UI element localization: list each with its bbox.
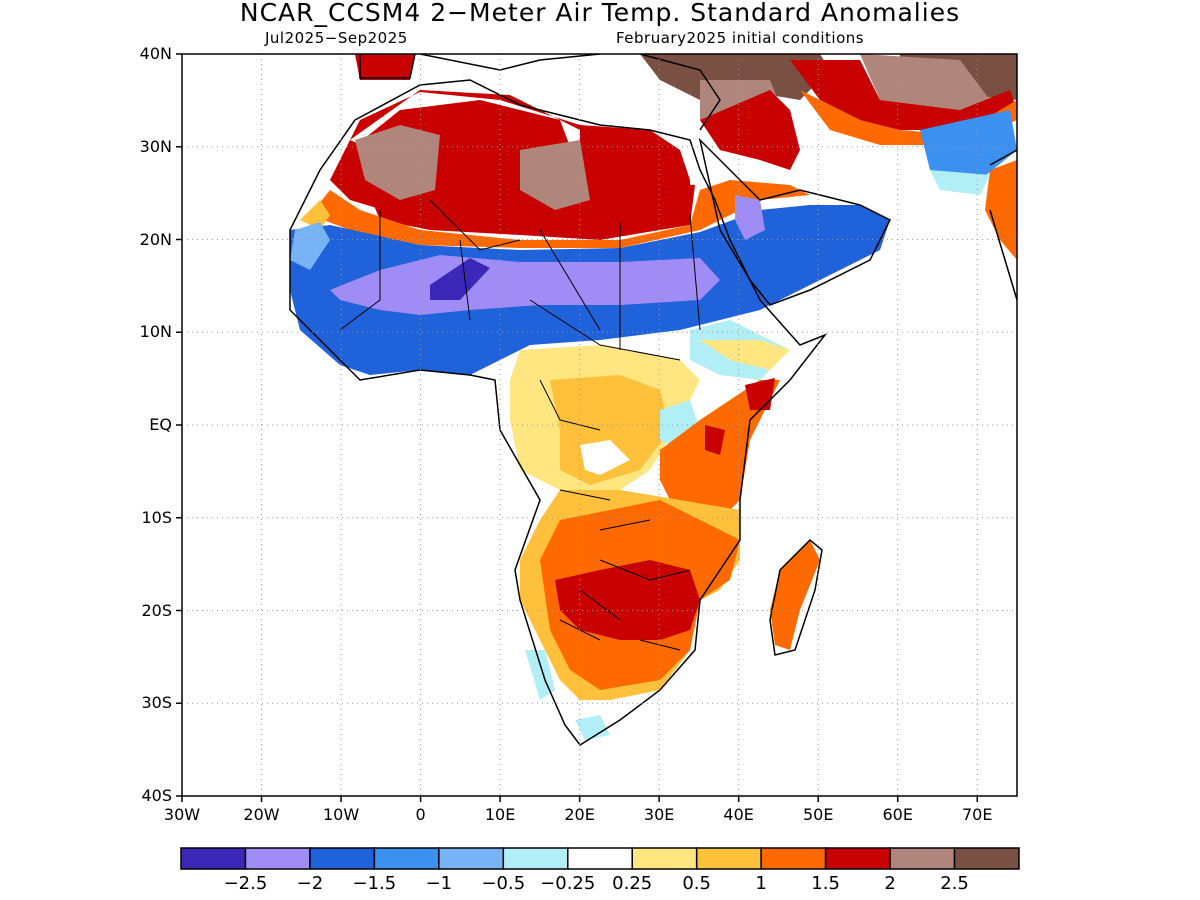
anomaly-yellow-north-band	[300, 200, 330, 230]
colorbar-label: −1	[425, 873, 453, 894]
lat-label: 10S	[141, 507, 172, 527]
anomaly-gt-2.5-middle-east	[640, 54, 830, 100]
lon-label: 10E	[484, 805, 516, 824]
lon-label: 50E	[802, 805, 834, 824]
anomaly-white-congo	[580, 440, 630, 475]
anomaly-red-tanzania	[705, 425, 725, 455]
anomaly-orange-india	[985, 160, 1017, 260]
map-title: NCAR_CCSM4 2−Meter Air Temp. Standard An…	[239, 0, 961, 27]
axis-ticks	[176, 53, 978, 802]
anomaly-red-libya-north	[355, 54, 415, 80]
anomaly-yellow-congo	[550, 375, 670, 485]
colorbar-label: 1.5	[811, 873, 840, 894]
anomaly-red-southern-africa	[555, 560, 700, 640]
initial-conditions: February2025 initial conditions	[616, 29, 865, 47]
anomaly-blue-india	[920, 110, 1017, 190]
colorbar-label: −2	[296, 873, 324, 894]
lon-label: 40E	[723, 805, 754, 824]
anomaly-lightblue-india	[930, 170, 990, 195]
anomaly-lightblue-sahel-edge	[290, 222, 330, 270]
colorbar-label: −0.5	[481, 873, 526, 894]
colorbar-label: −0.25	[540, 873, 596, 894]
forecast-period: Jul2025−Sep2025	[265, 29, 408, 47]
lat-label: 40S	[141, 786, 172, 805]
europe-coastline	[359, 54, 721, 131]
lat-label: 30N	[139, 136, 172, 156]
lat-label: 30S	[141, 693, 172, 713]
anomaly-brown-libya	[520, 140, 590, 210]
lat-label: EQ	[149, 415, 172, 434]
lat-label: 40N	[139, 44, 172, 63]
africa-coastline	[289, 79, 828, 747]
colorbar-label: 1	[755, 873, 767, 894]
colorbar-label: −2.5	[223, 873, 268, 894]
anomaly-darkpurple-sahel	[430, 258, 490, 300]
india-coastline	[989, 149, 1017, 301]
lat-label: 20N	[139, 229, 172, 249]
colorbar-label: 0.25	[612, 873, 653, 894]
anomaly-lightblue-cape	[575, 715, 610, 740]
lon-label: 30E	[643, 805, 675, 824]
anomaly-brown-west-sahara	[355, 125, 440, 200]
lon-label: 70E	[962, 805, 993, 824]
anomaly-lightblue-namibia-coast	[525, 650, 555, 700]
lon-label: 30W	[163, 805, 201, 824]
lon-label: 60E	[882, 805, 913, 824]
arabia-coastline	[698, 137, 892, 306]
lon-label: 10W	[322, 805, 360, 824]
anomaly-field	[290, 54, 1017, 745]
anomaly-purple-sahel	[330, 255, 720, 315]
lon-label: 0	[415, 805, 426, 824]
colorbar-label: −1.5	[352, 873, 397, 894]
lon-label: 20W	[243, 805, 280, 824]
lat-label: 20S	[141, 600, 172, 620]
gridlines	[182, 54, 1017, 796]
anomaly-red-arabia	[700, 90, 800, 170]
coastlines	[289, 54, 1017, 747]
colorbar-label: 2.5	[940, 873, 969, 894]
anomaly-red-iran	[790, 60, 1017, 130]
anomaly-purple-arabia	[735, 195, 765, 240]
lon-label: 20E	[564, 805, 595, 824]
anomaly-orange-north-band	[310, 180, 810, 248]
anomaly-madagascar	[770, 540, 820, 650]
colorbar-label: 2	[884, 873, 896, 894]
anomaly-brown-iran	[860, 54, 990, 110]
anomaly-yellow-horn	[700, 340, 790, 370]
colorbar-label: 0.5	[682, 873, 711, 894]
lat-label: 10N	[139, 322, 172, 342]
anomaly-orange-iran-coast	[800, 90, 1017, 145]
madagascar-coastline	[769, 538, 823, 656]
